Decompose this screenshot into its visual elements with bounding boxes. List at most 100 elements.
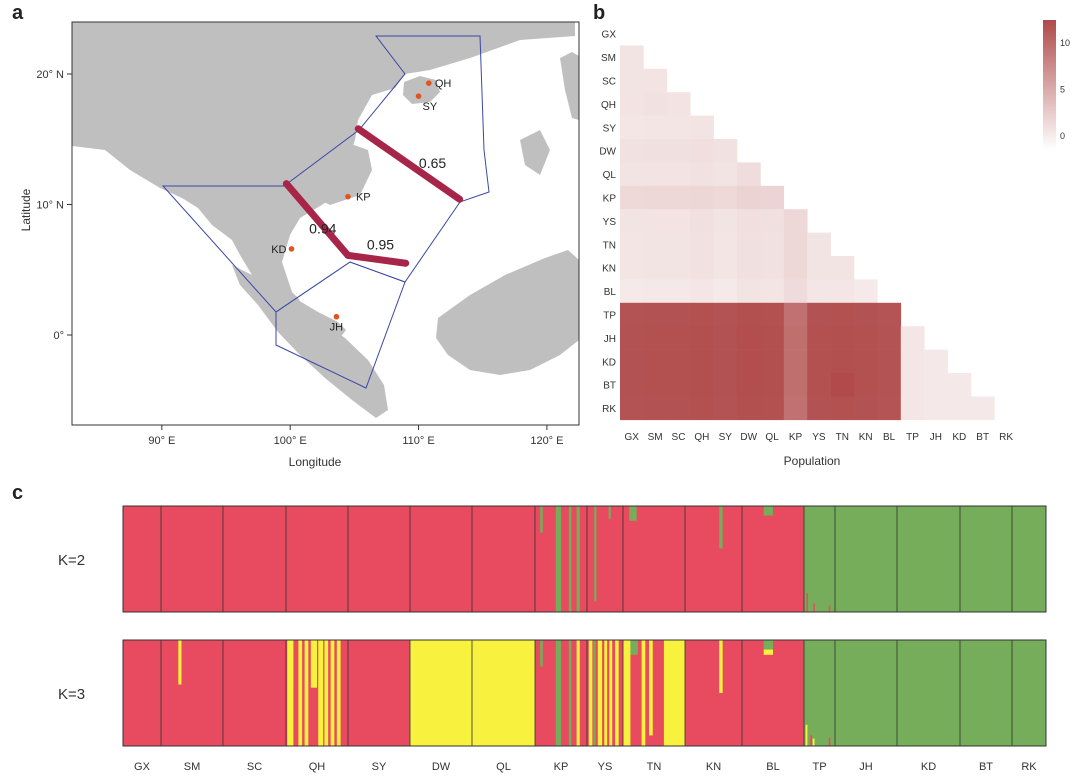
structure-admixture-TP [828, 737, 831, 746]
heatmap-cell [947, 373, 972, 397]
genetic-barriers: 0.65 0.94 0.95 [282, 125, 464, 267]
structure-admixture-BL [763, 649, 773, 655]
heatmap-cell [737, 326, 761, 350]
heatmap-row-label: YS [603, 217, 617, 228]
structure-bar-RK [1012, 640, 1046, 746]
heatmap-cell [877, 396, 902, 421]
colorbar-ticks: 0 5 10 [1060, 38, 1070, 141]
heatmap-cell [620, 396, 644, 421]
structure-bar-QH [286, 506, 348, 612]
heatmap-cell [713, 209, 738, 233]
heatmap-col-label: KP [789, 432, 803, 443]
site-marker [345, 193, 351, 200]
colorbar-tick-label: 0 [1060, 131, 1065, 141]
heatmap-cell [620, 326, 644, 350]
heatmap-cell [690, 185, 714, 210]
heatmap-cell [854, 279, 878, 304]
heatmap-col-label: SM [648, 432, 663, 443]
structure-pop-label: SY [372, 761, 387, 773]
heatmap-cell [783, 232, 808, 257]
heatmap-cell [690, 302, 714, 327]
heatmap-cell [854, 396, 878, 421]
structure-pop-label: TN [647, 761, 662, 773]
heatmap-cell [830, 302, 855, 327]
heatmap-cell [643, 209, 668, 233]
colorbar-tick-label: 5 [1060, 85, 1065, 95]
structure-bar-QL [472, 506, 535, 612]
heatmap-cell [643, 326, 668, 350]
heatmap-cell [900, 396, 925, 421]
heatmap-cell [854, 373, 878, 397]
structure-bar-BT [960, 640, 1012, 746]
structure-bar-DW [410, 640, 472, 746]
structure-admixture-QH [310, 640, 317, 688]
structure-pop-label: DW [432, 761, 451, 773]
heatmap-cell [760, 302, 785, 327]
structure-admixture-QH [336, 640, 341, 746]
heatmap-cell [666, 115, 691, 140]
heatmap-cell [854, 349, 878, 374]
structure-pop-label: QL [496, 761, 511, 773]
structure-bar-KN [685, 640, 742, 746]
region-polygons [161, 35, 490, 389]
map-y-tick-label: 20° N [36, 69, 64, 81]
heatmap-cell [783, 373, 808, 397]
heatmap-cell [830, 373, 855, 397]
structure-admixture-KN [719, 506, 723, 549]
structure-bar-SY [348, 640, 410, 746]
heatmap-cell [666, 256, 691, 280]
site-marker [426, 80, 432, 86]
heatmap-cell [783, 279, 808, 304]
heatmap-cell [737, 185, 761, 210]
structure-admixture-SM [178, 640, 182, 685]
barrier-label: 0.94 [309, 221, 336, 237]
structure-pop-label: RK [1021, 761, 1037, 773]
structure-admixture-TN [623, 640, 631, 746]
heatmap-cell [620, 302, 644, 327]
structure-bar-BL [742, 506, 804, 612]
heatmap-row-label: SM [601, 53, 616, 64]
heatmap-panel: GX SM SC QH SY DW QL KP YS TN KN BL TP JH KD BT RK GX SM S… [599, 20, 1070, 468]
heatmap-cell [713, 279, 738, 304]
structure-admixture-YS [615, 640, 619, 746]
structure-bar-BL [742, 640, 804, 746]
structure-admixture-QH [287, 640, 294, 746]
heatmap-cell [760, 256, 785, 280]
structure-pop-label: TP [812, 761, 826, 773]
structure-bar-TP [804, 506, 835, 612]
map-y-label: Latitude [19, 188, 33, 231]
heatmap-cell [737, 302, 761, 327]
structure-k-label: K=3 [58, 686, 85, 703]
structure-admixture-YS [608, 506, 611, 519]
site-marker [333, 313, 340, 320]
structure-admixture-KN [719, 640, 723, 693]
structure-bar-YS [587, 506, 623, 612]
heatmap-cell [690, 279, 714, 304]
heatmap-cell [760, 279, 785, 304]
heatmap-cell [877, 349, 902, 374]
heatmap-cell [666, 185, 691, 210]
heatmap-cell [666, 209, 691, 233]
heatmap-row-label: KD [602, 357, 616, 368]
structure-admixture-YS [594, 506, 597, 602]
heatmap-cell [900, 349, 925, 374]
structure-admixture-QH [304, 640, 309, 746]
structure-bar-KD [897, 506, 960, 612]
structure-bar-SC [223, 506, 286, 612]
heatmap-row-label: TP [603, 311, 616, 322]
structure-frame [122, 639, 1047, 747]
structure-admixture-YS [597, 640, 603, 746]
site-label: SY [423, 101, 438, 113]
heatmap-cell [830, 256, 855, 280]
map-x-tick-label: 120° E [530, 435, 563, 447]
heatmap-cell [900, 326, 925, 350]
heatmap-cell [643, 256, 668, 280]
heatmap-cell [643, 279, 668, 304]
heatmap-col-label: TP [906, 432, 919, 443]
site-marker [415, 93, 422, 99]
structure-admixture-QH [298, 640, 303, 746]
site-label: KP [356, 192, 371, 204]
barrier-label: 0.65 [419, 155, 446, 171]
heatmap-cell [877, 326, 902, 350]
heatmap-col-label: SC [672, 432, 686, 443]
